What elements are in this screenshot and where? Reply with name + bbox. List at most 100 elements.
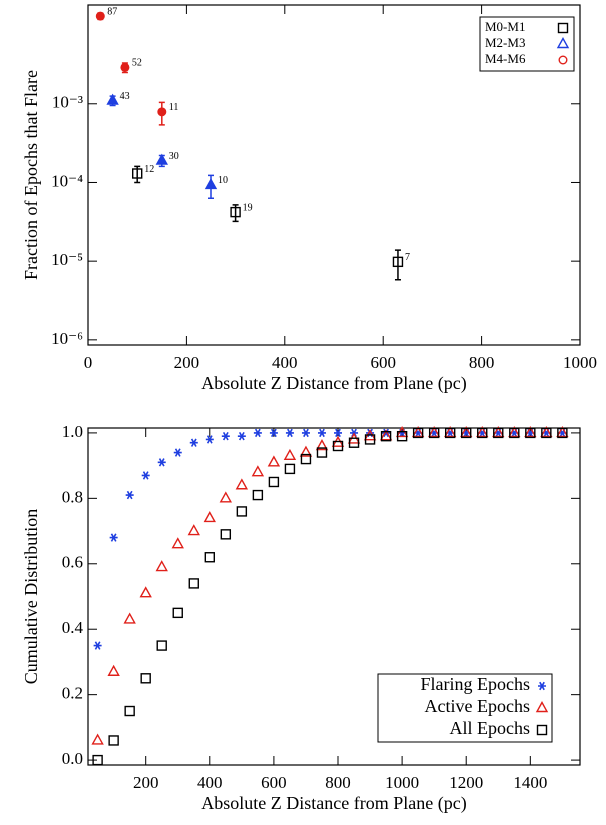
point-label: 43 bbox=[120, 91, 130, 102]
data-point bbox=[268, 476, 280, 488]
y-tick-label: 10⁻⁶ bbox=[51, 329, 83, 348]
data-point bbox=[123, 612, 136, 624]
data-point bbox=[285, 428, 294, 438]
data-point bbox=[92, 754, 103, 766]
legend-label: M0-M1 bbox=[485, 19, 525, 34]
data-point bbox=[155, 153, 168, 165]
data-point bbox=[444, 427, 456, 439]
data-point bbox=[230, 206, 241, 218]
y-axis-label: Fraction of Epochs that Flare bbox=[21, 70, 41, 280]
data-point bbox=[492, 425, 505, 438]
x-tick-label: 200 bbox=[174, 353, 200, 372]
data-point bbox=[91, 733, 104, 745]
data-point bbox=[221, 431, 230, 441]
legend-marker bbox=[535, 701, 549, 713]
data-point bbox=[172, 607, 183, 619]
data-point bbox=[317, 428, 326, 438]
x-axis-label: Absolute Z Distance from Plane (pc) bbox=[201, 793, 466, 814]
data-point bbox=[301, 428, 310, 438]
data-point bbox=[220, 529, 232, 540]
data-point bbox=[204, 552, 215, 563]
data-point bbox=[380, 430, 392, 442]
data-point bbox=[364, 434, 376, 445]
data-point bbox=[509, 427, 520, 439]
data-point bbox=[557, 427, 568, 439]
legend-label: Active Epochs bbox=[425, 696, 530, 716]
point-label: 7 bbox=[405, 252, 410, 263]
data-point bbox=[252, 489, 264, 501]
data-point bbox=[187, 524, 200, 536]
data-point bbox=[332, 440, 344, 452]
point-label: 52 bbox=[132, 58, 142, 69]
data-point bbox=[508, 425, 521, 438]
data-point bbox=[237, 431, 246, 441]
legend-marker bbox=[557, 22, 569, 34]
data-point bbox=[106, 93, 119, 105]
y-tick-label: 10⁻⁵ bbox=[51, 250, 83, 269]
data-point bbox=[476, 425, 489, 438]
legend-marker bbox=[536, 724, 548, 736]
data-point bbox=[205, 435, 214, 444]
data-point bbox=[283, 448, 297, 461]
data-point bbox=[334, 428, 343, 438]
data-point bbox=[556, 425, 569, 438]
data-point bbox=[427, 425, 441, 438]
data-point bbox=[253, 428, 262, 438]
legend-label: Flaring Epochs bbox=[421, 674, 531, 694]
legend-marker bbox=[556, 37, 570, 49]
y-tick-label: 0.4 bbox=[62, 618, 84, 637]
x-axis-label: Absolute Z Distance from Plane (pc) bbox=[201, 373, 466, 394]
data-point bbox=[188, 578, 199, 589]
data-point bbox=[156, 640, 167, 651]
legend-box bbox=[377, 673, 553, 743]
data-point bbox=[348, 437, 360, 448]
data-point bbox=[392, 256, 404, 268]
point-label: 10 bbox=[218, 175, 228, 186]
data-point bbox=[382, 428, 391, 438]
y-tick-label: 10⁻⁴ bbox=[51, 171, 83, 190]
y-tick-label: 0.8 bbox=[62, 487, 83, 506]
data-point bbox=[140, 673, 151, 684]
data-point bbox=[269, 428, 278, 438]
data-point bbox=[235, 478, 249, 490]
data-point bbox=[461, 427, 472, 439]
x-tick-label: 800 bbox=[325, 773, 351, 792]
data-point bbox=[141, 471, 150, 480]
data-point bbox=[109, 533, 118, 542]
point-label: 11 bbox=[169, 102, 179, 113]
x-tick-label: 200 bbox=[133, 773, 159, 792]
data-point bbox=[541, 427, 552, 439]
data-point bbox=[284, 463, 296, 475]
data-point bbox=[524, 425, 537, 438]
data-point bbox=[460, 425, 473, 438]
y-tick-label: 10⁻³ bbox=[52, 93, 83, 112]
legend-marker bbox=[538, 681, 546, 691]
point-label: 30 bbox=[169, 151, 179, 162]
x-tick-label: 0 bbox=[84, 353, 93, 372]
data-point bbox=[131, 168, 143, 179]
x-tick-label: 800 bbox=[469, 353, 495, 372]
data-point bbox=[171, 537, 184, 549]
error-bar bbox=[394, 249, 401, 281]
data-point bbox=[189, 438, 198, 447]
data-point bbox=[93, 641, 102, 650]
data-point bbox=[173, 448, 182, 457]
data-point bbox=[124, 705, 135, 717]
data-point bbox=[236, 506, 248, 517]
x-tick-label: 1000 bbox=[385, 773, 419, 792]
data-point bbox=[477, 427, 488, 439]
data-point bbox=[316, 447, 328, 458]
legend-label: M2-M3 bbox=[485, 35, 525, 50]
y-axis-label: Cumulative Distribution bbox=[21, 509, 41, 685]
y-tick-label: 1.0 bbox=[62, 422, 83, 441]
x-tick-label: 1000 bbox=[563, 353, 597, 372]
data-point bbox=[525, 427, 536, 439]
point-label: 12 bbox=[144, 164, 154, 175]
x-tick-label: 1400 bbox=[513, 773, 547, 792]
data-point bbox=[251, 465, 265, 477]
x-tick-label: 600 bbox=[370, 353, 396, 372]
y-tick-label: 0.2 bbox=[62, 684, 83, 703]
data-point bbox=[125, 490, 134, 500]
data-point bbox=[493, 427, 504, 439]
